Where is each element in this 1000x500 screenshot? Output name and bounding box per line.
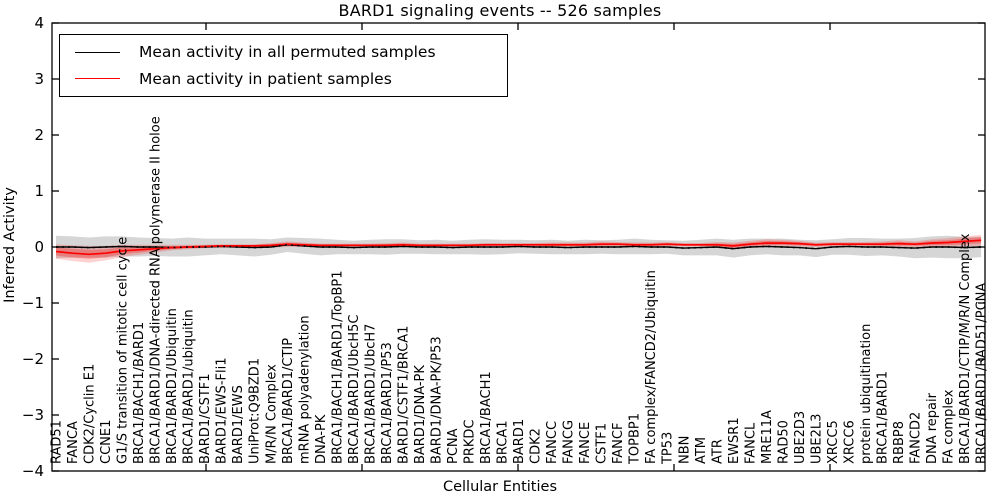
x-category-label: BARD1/DNA-PK: [413, 365, 428, 464]
x-category-label: RAD51: [50, 420, 65, 464]
x-category-label: UniProt:Q9BZD1: [248, 358, 263, 464]
patient-std-band-inner: [56, 237, 982, 259]
y-tick-label: 3: [34, 70, 44, 88]
x-category-label: DNA repair: [925, 392, 940, 464]
x-category-label: FANCL: [743, 422, 758, 464]
x-category-label: FA complex: [942, 389, 957, 464]
x-category-label: protein ubiquitination: [859, 324, 874, 464]
x-category-label: BRCA1/BARD1/RAD51/PCNA: [975, 283, 990, 464]
legend-label-permuted: Mean activity in all permuted samples: [139, 43, 436, 62]
x-category-label: UBE2L3: [809, 414, 824, 464]
x-category-label: BRCA1/BARD1/DNA-directed RNA polymerase …: [149, 116, 164, 464]
x-category-label: BRCA1/BARD1/ubiquitin: [182, 309, 197, 464]
x-category-label: BARD1/EWS: [231, 385, 246, 464]
patient-std-band-outer: [56, 234, 982, 263]
x-category-label: TP53: [661, 432, 676, 465]
x-category-label: BARD1/DNA-PK/P53: [429, 336, 444, 464]
legend-entry-patient: Mean activity in patient samples: [75, 70, 507, 88]
x-category-label: PRKDC: [463, 420, 478, 464]
x-category-label: BRCA1/BACH1/BARD1: [132, 322, 147, 464]
y-tick-label: 4: [34, 14, 44, 32]
legend-entry-permuted: Mean activity in all permuted samples: [75, 43, 507, 61]
x-category-label: BRCA1/BARD1: [876, 371, 891, 464]
x-category-label: EWSR1: [727, 417, 742, 464]
x-category-label: RAD50: [776, 420, 791, 464]
x-category-label: XRCC5: [826, 420, 841, 464]
y-tick-label: 0: [34, 238, 44, 256]
x-category-label: FANCE: [578, 422, 593, 464]
x-category-labels: RAD51 FANCA CDK2/Cyclin E1 CCNE1 G1/S transi…: [50, 116, 990, 465]
x-category-label: BRCA1/BARD1/Ubiquitin: [165, 308, 180, 464]
y-tick-label: −2: [21, 350, 44, 368]
x-category-label: ATR: [710, 439, 725, 464]
x-category-label: DNA-PK: [314, 414, 329, 464]
x-category-label: CDK2: [529, 428, 544, 464]
patient-mean-line: [55, 239, 982, 256]
x-category-label: ATM: [694, 437, 709, 464]
x-category-label: MRE11A: [760, 410, 775, 464]
x-category-label: BRCA1: [496, 420, 511, 464]
permuted-line-swatch: [75, 51, 120, 53]
x-axis-label: Cellular Entities: [442, 479, 558, 495]
y-tick-label: −1: [21, 294, 44, 312]
x-category-label: BRCA1/BACH1: [479, 371, 494, 464]
x-category-label: BRCA1/BARD1/CTIP/M/R/N Complex: [958, 233, 973, 464]
x-category-label: UBE2D3: [793, 411, 808, 464]
y-tick-label: −3: [21, 406, 44, 424]
x-category-label: BARD1/CSTF1: [198, 373, 213, 464]
x-category-label: CSTF1: [595, 423, 610, 464]
chart-title: BARD1 signaling events -- 526 samples: [338, 1, 662, 20]
x-category-label: FANCD2: [909, 412, 924, 464]
x-category-label: RBBP8: [892, 421, 907, 464]
legend-label-patient: Mean activity in patient samples: [139, 69, 392, 88]
x-category-label: CDK2/Cyclin E1: [83, 364, 98, 464]
x-category-label: BARD1/EWS-Fli1: [215, 358, 230, 465]
x-category-label: BARD1: [512, 419, 527, 464]
x-category-label: G1/S transition of mitotic cell cycle: [116, 237, 131, 464]
x-category-label: BRCA1/BARD1/CTIP: [281, 338, 296, 464]
x-category-label: BRCA1/BARD1/P53: [380, 342, 395, 464]
x-category-label: BRCA1/BACH1/BARD1/TopBP1: [330, 271, 345, 464]
x-category-label: M/R/N Complex: [264, 364, 279, 464]
x-category-label: PCNA: [446, 428, 461, 464]
y-tick-label: 1: [34, 182, 44, 200]
x-category-label: FANCC: [545, 421, 560, 464]
x-category-label: mRNA polyadenylation: [297, 315, 312, 464]
y-tick-label: 2: [34, 126, 44, 144]
x-category-label: BRCA1/BARD1/UbcH5C: [347, 315, 362, 464]
x-category-label: CCNE1: [99, 420, 114, 464]
legend-box: Mean activity in all permuted samples Me…: [59, 34, 508, 97]
patient-line-swatch: [75, 78, 120, 80]
x-category-label: NBN: [677, 436, 692, 464]
x-category-label: TOPBP1: [628, 413, 643, 465]
y-tick-label: −4: [21, 462, 44, 480]
x-category-label: XRCC6: [842, 420, 857, 464]
x-category-label: FANCA: [66, 421, 81, 464]
x-category-label: FA complex/FANCD2/Ubiquitin: [644, 270, 659, 464]
x-category-label: BRCA1/BARD1/UbcH7: [363, 324, 378, 464]
x-category-label: BARD1/CSTF1/BRCA1: [396, 326, 411, 464]
x-category-label: FANCG: [562, 420, 577, 464]
x-category-label: FANCF: [611, 423, 626, 464]
